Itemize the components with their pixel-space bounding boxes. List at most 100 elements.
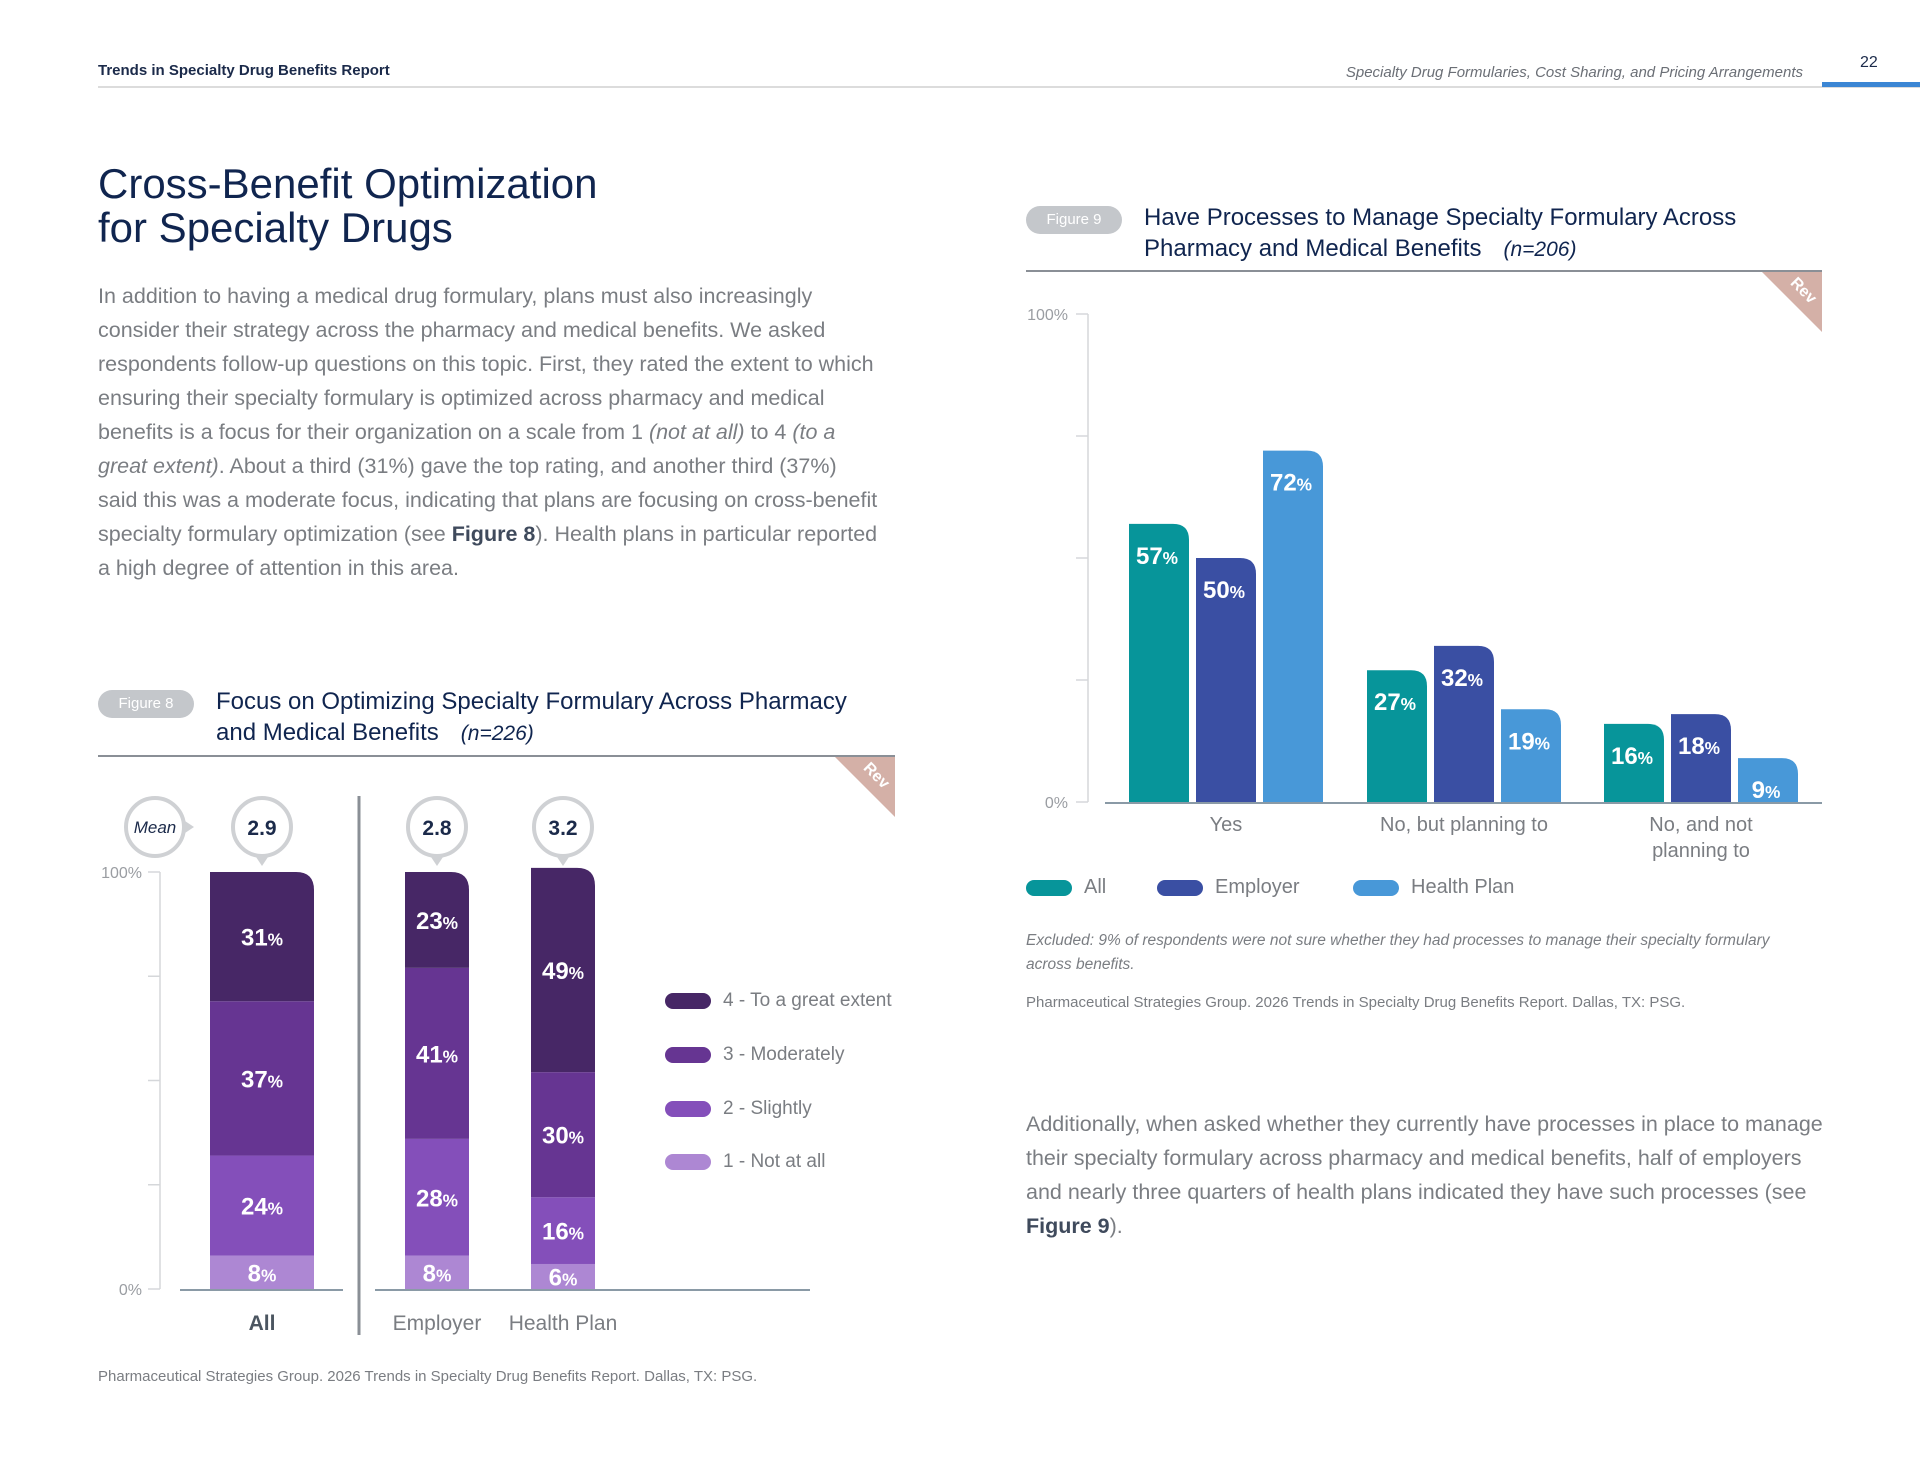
data-label: 27% bbox=[1374, 689, 1416, 716]
page-title-line1: Cross-Benefit Optimization bbox=[98, 160, 598, 207]
legend-item: All bbox=[1026, 876, 1106, 899]
rev-badge-triangle bbox=[1762, 272, 1822, 332]
bar-segment bbox=[531, 1263, 595, 1289]
figure-8-reference[interactable]: Figure 8 bbox=[451, 522, 536, 546]
bar-segment bbox=[210, 1255, 314, 1289]
x-category-label: Yes bbox=[1210, 814, 1243, 836]
x-category-label: planning to bbox=[1652, 840, 1750, 862]
legend-label: 2 - Slightly bbox=[723, 1098, 812, 1119]
bar-segment bbox=[531, 1072, 595, 1198]
bar-all bbox=[1367, 670, 1427, 802]
figure-8-chart: 100% 0% 8% 24% 37% 31% All 2.9 8% 28% 41% 23% Employ… bbox=[101, 796, 810, 1335]
mean-value: 2.9 bbox=[247, 817, 276, 840]
page-title: Cross-Benefit Optimization for Specialty… bbox=[98, 162, 598, 250]
figure-8-sample-size: (n=226) bbox=[460, 722, 534, 745]
legend-item: 4 - To a great extent bbox=[665, 990, 892, 1012]
intro-paragraph: In addition to having a medical drug for… bbox=[98, 279, 878, 585]
text-italic: (to a great extent) bbox=[98, 420, 836, 478]
x-category-label: Employer bbox=[393, 1312, 482, 1335]
bar-segment bbox=[531, 1197, 595, 1264]
data-label: 57% bbox=[1136, 543, 1178, 570]
x-category-label: No, and not bbox=[1649, 814, 1753, 836]
x-category-label: No, but planning to bbox=[1380, 814, 1548, 836]
mean-bubble: 2.8 bbox=[406, 796, 468, 866]
data-label: 19% bbox=[1508, 728, 1550, 755]
legend-swatch bbox=[665, 1046, 711, 1063]
x-category-label: Health Plan bbox=[509, 1312, 618, 1335]
figure-9-reference[interactable]: Figure 9 bbox=[1026, 1214, 1110, 1238]
report-title: Trends in Specialty Drug Benefits Report bbox=[98, 62, 390, 79]
data-label: 24% bbox=[241, 1194, 283, 1221]
y-tick-label: 0% bbox=[119, 1282, 142, 1299]
page-title-line2: for Specialty Drugs bbox=[98, 204, 453, 251]
text-italic: (not at all) bbox=[648, 420, 745, 444]
figure-9-sample-size: (n=206) bbox=[1503, 238, 1577, 261]
figure-8-title: Focus on Optimizing Specialty Formulary … bbox=[216, 686, 847, 749]
figure-9-excluded-note: Excluded: 9% of respondents were not sur… bbox=[1026, 932, 1770, 973]
figure-8-rev-badge: Rev bbox=[835, 757, 895, 817]
legend-label: 3 - Moderately bbox=[723, 1044, 845, 1065]
bar-health-plan bbox=[1263, 450, 1323, 802]
stacked-bar-all: 8% 24% 37% 31% bbox=[210, 872, 314, 1289]
mean-bubble-pointer bbox=[555, 854, 571, 866]
figure-8-rule bbox=[98, 755, 895, 757]
bar-segment bbox=[210, 1001, 314, 1156]
figure-8-title-line2: and Medical Benefits bbox=[216, 719, 439, 746]
y-tick-label: 100% bbox=[101, 865, 142, 882]
figure-9-source: Pharmaceutical Strategies Group. 2026 Tr… bbox=[1026, 994, 1686, 1011]
bar-employer bbox=[1434, 645, 1494, 802]
data-label: 31% bbox=[241, 925, 283, 952]
text-run: . About a third (31%) gave the top ratin… bbox=[98, 454, 878, 546]
text-run: Additionally, when asked whether they cu… bbox=[1026, 1112, 1823, 1204]
figure-9-title: Have Processes to Manage Specialty Formu… bbox=[1144, 202, 1736, 265]
mean-label: Mean bbox=[134, 818, 177, 837]
rev-badge-triangle bbox=[835, 757, 895, 817]
header-divider bbox=[98, 86, 1920, 88]
legend-swatch bbox=[665, 1153, 711, 1170]
data-label: 8% bbox=[248, 1260, 277, 1287]
stacked-bar-health-plan: 6% 16% 30% 49% bbox=[531, 867, 595, 1291]
page-indicator-bar bbox=[1822, 82, 1920, 87]
y-tick-label: 0% bbox=[1045, 795, 1068, 812]
text-run: to 4 bbox=[744, 420, 793, 444]
legend-item: 2 - Slightly bbox=[665, 1098, 812, 1120]
bar-group-0: 57% 50% 72% bbox=[1129, 450, 1323, 802]
bar-employer bbox=[1671, 714, 1731, 802]
data-label: 50% bbox=[1203, 577, 1245, 604]
bar-segment bbox=[405, 1138, 469, 1256]
data-label: 41% bbox=[416, 1041, 458, 1068]
mean-value: 2.8 bbox=[422, 817, 452, 840]
figure-9-title-line1: Have Processes to Manage Specialty Formu… bbox=[1144, 204, 1737, 231]
figure-8-source: Pharmaceutical Strategies Group. 2026 Tr… bbox=[98, 1368, 758, 1385]
text-run: ). Health plans in particular reported a… bbox=[98, 522, 878, 580]
legend-label: Employer bbox=[1215, 876, 1300, 898]
x-category-label: All bbox=[249, 1312, 276, 1335]
data-label: 18% bbox=[1678, 733, 1720, 760]
closing-paragraph: Additionally, when asked whether they cu… bbox=[1026, 1107, 1826, 1243]
legend-label: 1 - Not at all bbox=[723, 1151, 826, 1172]
stacked-bar-employer: 8% 28% 41% 23% bbox=[405, 872, 469, 1289]
legend-label: Health Plan bbox=[1411, 876, 1515, 898]
legend-label: All bbox=[1084, 876, 1107, 898]
legend-swatch bbox=[1157, 879, 1203, 896]
bar-segment bbox=[210, 872, 314, 1002]
legend-label: 4 - To a great extent bbox=[723, 990, 892, 1011]
bar-all bbox=[1604, 723, 1664, 802]
bar-health-plan bbox=[1738, 758, 1798, 802]
figure-8-pill: Figure 8 bbox=[98, 690, 194, 718]
mean-value: 3.2 bbox=[548, 817, 577, 840]
bar-segment bbox=[531, 867, 595, 1073]
mean-bubble-pointer bbox=[429, 854, 445, 866]
figure-9-rev-badge: Rev bbox=[1762, 272, 1822, 332]
bar-segment bbox=[405, 872, 469, 968]
legend-swatch bbox=[1026, 879, 1072, 896]
data-label: 8% bbox=[423, 1260, 452, 1287]
section-title: Specialty Drug Formularies, Cost Sharing… bbox=[1345, 64, 1803, 81]
bar-health-plan bbox=[1501, 709, 1561, 802]
legend-item: 3 - Moderately bbox=[665, 1044, 844, 1066]
legend-item: 1 - Not at all bbox=[665, 1151, 825, 1173]
legend-swatch bbox=[665, 992, 711, 1009]
text-run: In addition to having a medical drug for… bbox=[98, 284, 874, 444]
mean-bubble: 2.9 bbox=[231, 796, 293, 866]
y-tick-label: 100% bbox=[1027, 307, 1068, 324]
